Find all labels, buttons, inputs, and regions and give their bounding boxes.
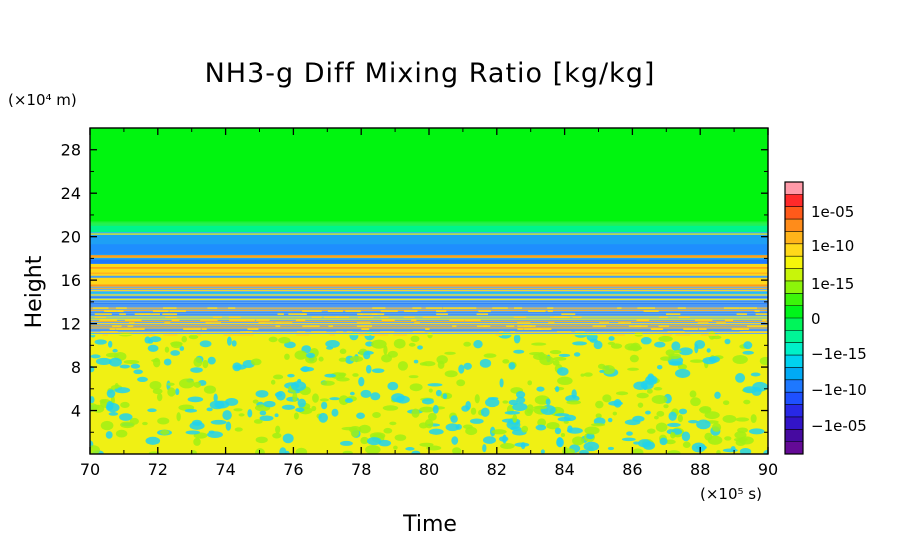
colorbar-label: −1e-05: [811, 417, 867, 435]
x-tick-label: 70: [80, 460, 100, 479]
y-tick-label: 28: [61, 141, 81, 160]
colorbar-swatch: [785, 305, 803, 319]
x-axis-label: Time: [402, 512, 457, 537]
colorbar-swatch: [785, 429, 803, 442]
colorbar-swatch: [785, 342, 803, 356]
y-tick-label: 12: [61, 315, 81, 334]
y-axis: 4 8 12 16 20 24 28: [61, 127, 768, 433]
x-tick-label: 78: [351, 460, 371, 479]
x-axis: 70 72 74 76 78 80 82 84 86 88 90: [80, 128, 778, 479]
x-tick-label: 72: [148, 460, 168, 479]
heatmap-band-0: [90, 128, 768, 224]
heatmap-band-lines: [90, 221, 768, 287]
colorbar-label: 1e-10: [811, 237, 854, 255]
x-tick-label: 82: [487, 460, 507, 479]
y-axis-label: Height: [22, 255, 47, 328]
colorbar-swatch: [785, 206, 803, 220]
x-tick-label: 90: [758, 460, 778, 479]
colorbar-swatch: [785, 194, 803, 208]
colorbar-swatch: [785, 404, 803, 418]
colorbar-label: −1e-10: [811, 381, 867, 399]
colorbar-label: 1e-05: [811, 203, 854, 221]
colorbar-swatch: [785, 243, 803, 257]
colorbar-swatch: [785, 416, 803, 430]
colorbar-swatch: [785, 330, 803, 344]
colorbar-swatch: [785, 367, 803, 381]
colorbar-swatch: [785, 219, 803, 232]
colorbar: 1e-05 1e-10 1e-15 0 −1e-15 −1e-10 −1e-05: [784, 181, 867, 455]
colorbar-swatch: [785, 441, 803, 455]
colorbar-swatch: [785, 231, 803, 245]
x-axis-unit: (×10⁵ s): [700, 485, 762, 503]
x-tick-label: 84: [554, 460, 574, 479]
y-tick-label: 4: [71, 402, 81, 421]
x-tick-label: 86: [622, 460, 642, 479]
y-tick-label: 16: [61, 271, 81, 290]
colorbar-label: 0: [811, 310, 821, 328]
colorbar-label: 1e-15: [811, 275, 854, 293]
heatmap-band-3: [90, 263, 768, 286]
colorbar-swatch: [785, 268, 803, 282]
y-tick-label: 8: [71, 358, 81, 377]
x-tick-label: 76: [283, 460, 303, 479]
heatmap-plot-area: [90, 128, 768, 454]
colorbar-swatch: [785, 379, 803, 393]
x-tick-label: 74: [215, 460, 235, 479]
y-axis-unit: (×10⁴ m): [8, 91, 77, 109]
x-tick-label: 80: [419, 460, 439, 479]
colorbar-swatch: [785, 182, 803, 195]
y-tick-label: 24: [61, 184, 81, 203]
heatmap-lower-texture: [90, 330, 768, 454]
colorbar-swatch: [785, 318, 803, 331]
chart-title: NH3-g Diff Mixing Ratio [kg/kg]: [205, 58, 656, 89]
y-tick-label: 20: [61, 228, 81, 247]
colorbar-swatch: [785, 392, 803, 405]
colorbar-swatch: [785, 280, 803, 294]
colorbar-swatch: [785, 256, 803, 269]
colorbar-swatch: [785, 355, 803, 368]
colorbar-swatch: [785, 293, 803, 306]
colorbar-label: −1e-15: [811, 345, 867, 363]
x-tick-label: 88: [690, 460, 710, 479]
heatmap-band-1: [90, 223, 768, 233]
heatmap-mid-stripes: [90, 285, 768, 336]
